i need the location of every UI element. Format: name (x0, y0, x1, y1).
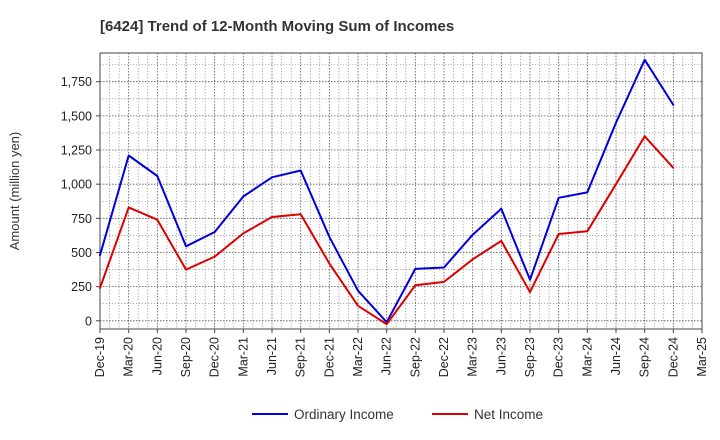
x-tick-label: Jun-23 (494, 337, 508, 375)
x-tick-label: Mar-25 (695, 337, 709, 377)
y-tick-label: 500 (71, 246, 92, 260)
x-tick-label: Mar-21 (236, 337, 250, 377)
x-tick-label: Jun-20 (150, 337, 164, 375)
x-tick-label: Jun-24 (609, 337, 623, 375)
legend-label: Net Income (474, 407, 543, 422)
x-axis-ticks: Dec-19 Mar-20 Jun-20 Sep-20 Dec-20 Mar-21 Jun-… (93, 329, 709, 377)
x-tick-label: Sep-21 (294, 337, 308, 377)
x-tick-label: Sep-22 (408, 337, 422, 377)
x-tick-label: Dec-20 (208, 337, 222, 377)
x-tick-label: Mar-23 (466, 337, 480, 377)
legend: Ordinary Income Net Income (252, 407, 543, 422)
x-tick-label: Jun-21 (265, 337, 279, 375)
y-tick-label: 1,750 (61, 75, 92, 89)
series-line-ordinary-income (99, 58, 675, 324)
y-axis-label: Amount (million yen) (7, 132, 22, 251)
y-tick-label: 250 (71, 280, 92, 294)
x-tick-label: Mar-22 (351, 337, 365, 377)
x-tick-label: Mar-24 (580, 337, 594, 377)
x-tick-label: Dec-21 (322, 337, 336, 377)
series-lines (99, 58, 675, 326)
legend-label: Ordinary Income (294, 407, 394, 422)
y-tick-label: 1,000 (61, 178, 92, 192)
x-tick-label: Dec-19 (93, 337, 107, 377)
y-tick-label: 0 (85, 314, 92, 328)
y-tick-label: 1,250 (61, 144, 92, 158)
x-tick-label: Sep-23 (523, 337, 537, 377)
y-tick-label: 1,500 (61, 109, 92, 123)
chart-title: [6424] Trend of 12-Month Moving Sum of I… (100, 18, 454, 35)
x-tick-label: Sep-24 (638, 337, 652, 377)
x-tick-label: Mar-20 (122, 337, 136, 377)
x-tick-label: Jun-22 (380, 337, 394, 375)
series-line-net-income (99, 135, 675, 326)
x-tick-label: Dec-23 (552, 337, 566, 377)
y-tick-label: 750 (71, 212, 92, 226)
x-tick-label: Sep-20 (179, 337, 193, 377)
x-tick-label: Dec-22 (437, 337, 451, 377)
y-axis-ticks: 0 250 500 750 1,000 1,250 1,500 1,750 (61, 75, 100, 328)
x-tick-label: Dec-24 (666, 337, 680, 377)
